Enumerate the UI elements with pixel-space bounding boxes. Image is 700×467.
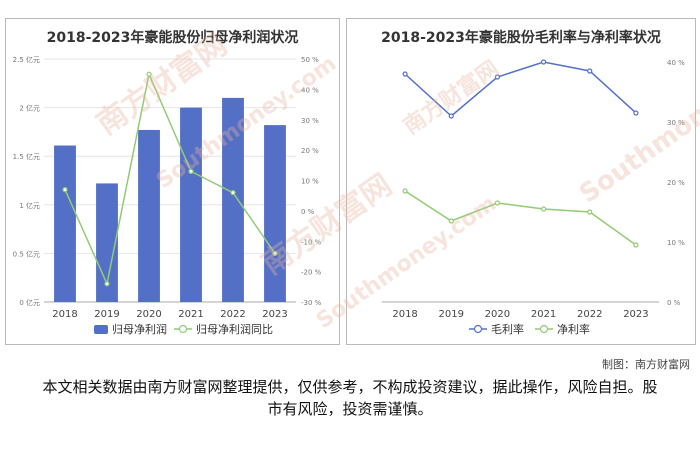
x-tick-label: 2020 bbox=[136, 309, 161, 320]
y-right-tick-label: -30 % bbox=[301, 299, 322, 307]
point-yoy bbox=[272, 250, 278, 256]
point-net-margin bbox=[540, 206, 547, 212]
x-tick-label: 2022 bbox=[220, 309, 245, 320]
bar-net-profit bbox=[180, 107, 202, 302]
point-gross-margin bbox=[540, 59, 547, 65]
legend-swatch-point bbox=[539, 324, 549, 334]
chart-panel-net-profit: 2018-2023年豪能股份归母净利润状况 0 亿元 0.5 亿元 1 亿元 1.5 … bbox=[5, 18, 340, 345]
y-right-tick-label: 10 % bbox=[667, 239, 685, 247]
x-tick-label: 2021 bbox=[178, 309, 203, 320]
point-yoy bbox=[146, 71, 152, 77]
chart-title: 2018-2023年豪能股份归母净利润状况 bbox=[46, 30, 299, 46]
chart-title: 2018-2023年豪能股份毛利率与净利率状况 bbox=[381, 30, 661, 46]
point-net-margin bbox=[587, 209, 593, 215]
y-left-tick-label: 0 亿元 bbox=[19, 298, 40, 307]
y-right-tick-label: 0 % bbox=[667, 299, 681, 307]
point-yoy bbox=[104, 281, 110, 287]
legend-swatch-point bbox=[473, 324, 483, 334]
x-tick-label: 2023 bbox=[262, 309, 287, 320]
margin-chart: 0 % 10 % 20 % 30 % 40 % 2018 2019 2020 2021 2022 2… bbox=[382, 59, 685, 336]
y-right-tick-label: 30 % bbox=[667, 119, 685, 127]
bar-net-profit bbox=[264, 125, 286, 302]
y-right-tick-label: 20 % bbox=[667, 179, 685, 187]
x-tick-label: 2019 bbox=[439, 309, 464, 320]
x-tick-label: 2019 bbox=[94, 309, 119, 320]
legend-swatch-point bbox=[178, 324, 188, 334]
chart-panel-margins: 2018-2023年豪能股份毛利率与净利率状况 0 % 10 % 20 % 30 % 4… bbox=[346, 18, 696, 345]
y-right-tick-label: 50 % bbox=[301, 56, 319, 64]
net-profit-chart: 0 亿元 0.5 亿元 1 亿元 1.5 亿元 2 亿元 2.5 亿元 -30 % -20 %… bbox=[13, 55, 322, 336]
y-right-tick-label: 10 % bbox=[301, 178, 319, 186]
point-net-margin bbox=[402, 188, 408, 194]
legend-swatch-bar bbox=[94, 325, 108, 334]
point-gross-margin bbox=[402, 71, 408, 77]
x-tick-label: 2020 bbox=[485, 309, 510, 320]
y-left-tick-label: 2 亿元 bbox=[19, 104, 40, 113]
y-right-tick-label: 40 % bbox=[301, 86, 319, 94]
y-right-tick-label: -10 % bbox=[301, 238, 322, 246]
y-right-tick-label: -20 % bbox=[301, 269, 322, 277]
point-gross-margin bbox=[633, 110, 639, 116]
legend-label: 归母净利润同比 bbox=[196, 322, 273, 336]
x-tick-label: 2023 bbox=[623, 309, 648, 320]
bar-net-profit bbox=[222, 97, 244, 302]
point-yoy bbox=[188, 168, 194, 174]
point-net-margin bbox=[633, 242, 639, 248]
point-gross-margin bbox=[448, 113, 454, 119]
x-tick-label: 2018 bbox=[52, 309, 77, 320]
x-tick-label: 2021 bbox=[531, 309, 556, 320]
x-tick-label: 2018 bbox=[392, 309, 417, 320]
y-right-tick-label: 0 % bbox=[301, 208, 315, 216]
y-left-tick-label: 2.5 亿元 bbox=[13, 55, 40, 64]
y-left-tick-label: 1 亿元 bbox=[19, 201, 40, 210]
point-yoy bbox=[62, 187, 68, 193]
point-gross-margin bbox=[587, 68, 593, 74]
chart-credit: 制图：南方财富网 bbox=[602, 358, 690, 371]
x-tick-label: 2022 bbox=[577, 309, 602, 320]
y-right-tick-label: 40 % bbox=[667, 59, 685, 67]
line-gross-margin bbox=[404, 61, 637, 117]
disclaimer-text: 本文相关数据由南方财富网整理提供，仅供参考，不构成投资建议，据此操作，风险自担。… bbox=[42, 378, 658, 418]
y-left-tick-label: 0.5 亿元 bbox=[13, 249, 40, 258]
line-yoy bbox=[64, 71, 276, 287]
line-net-margin bbox=[404, 190, 637, 246]
bar-net-profit bbox=[54, 145, 76, 302]
point-net-margin bbox=[448, 218, 454, 224]
bar-net-profit bbox=[138, 129, 160, 302]
y-right-tick-label: 30 % bbox=[301, 117, 319, 125]
legend-label: 净利率 bbox=[557, 322, 590, 336]
point-net-margin bbox=[494, 200, 501, 206]
y-right-tick-label: 20 % bbox=[301, 147, 319, 155]
legend-label: 归母净利润 bbox=[112, 322, 167, 336]
point-yoy bbox=[230, 190, 236, 196]
y-left-tick-label: 1.5 亿元 bbox=[13, 152, 40, 161]
legend-label: 毛利率 bbox=[491, 322, 524, 336]
point-gross-margin bbox=[494, 74, 501, 80]
